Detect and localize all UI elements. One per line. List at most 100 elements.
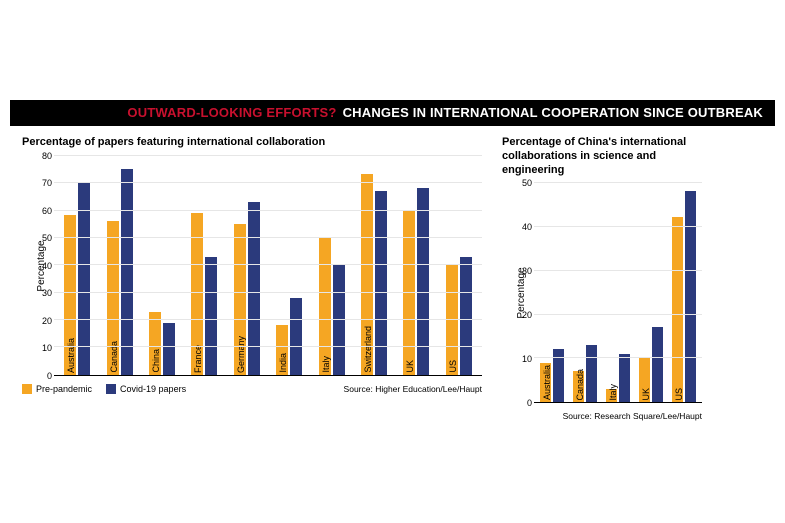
ytick-label: 10	[522, 354, 532, 364]
left-plot-area: Australia Canada China France Germany India It…	[54, 156, 482, 376]
right-plot: Percentage 01020304050 AustraliaCanadaIt…	[502, 183, 702, 403]
ytick-label: 50	[522, 178, 532, 188]
bar-covid	[685, 191, 696, 402]
title-highlight: OUTWARD-LOOKING EFFORTS?	[127, 105, 336, 120]
category-label: France	[193, 345, 203, 373]
bar-covid	[290, 298, 302, 375]
bar-pre: Australia	[64, 215, 76, 375]
right-panel: Percentage of China's international coll…	[502, 136, 702, 421]
category-label: India	[278, 353, 288, 373]
gridline	[54, 319, 482, 320]
ytick-label: 40	[522, 222, 532, 232]
gridline	[54, 292, 482, 293]
ytick-label: 0	[527, 398, 532, 408]
gridline	[534, 226, 702, 227]
bar-pre: Switzerland	[361, 174, 373, 375]
bar-group: Canada	[98, 169, 140, 375]
gridline	[54, 346, 482, 347]
ytick-label: 40	[42, 261, 52, 271]
left-yaxis: Percentage 01020304050607080	[22, 156, 54, 376]
bar-covid	[652, 327, 663, 402]
bar-covid	[205, 257, 217, 375]
category-label: Canada	[575, 369, 585, 401]
bar-group: UK	[634, 327, 667, 402]
left-plot: Percentage 01020304050607080 AustraliaCa…	[22, 156, 482, 376]
bar-pre: China	[149, 312, 161, 375]
right-footer: Source: Research Square/Lee/Haupt	[502, 411, 702, 421]
gridline	[534, 357, 702, 358]
category-label: US	[448, 360, 458, 373]
legend-covid-swatch	[106, 384, 116, 394]
bar-pre: Australia	[540, 363, 551, 403]
left-footer: Pre-pandemic Covid-19 papers Source: Hig…	[22, 384, 482, 394]
bar-group: Italy	[602, 354, 635, 402]
ytick-label: 50	[42, 233, 52, 243]
gridline	[534, 182, 702, 183]
ytick-label: 20	[42, 316, 52, 326]
gridline	[54, 210, 482, 211]
gridline	[534, 314, 702, 315]
gridline	[534, 270, 702, 271]
legend-covid: Covid-19 papers	[106, 384, 186, 394]
left-source: Source: Higher Education/Lee/Haupt	[344, 384, 482, 394]
category-label: Australia	[542, 365, 552, 400]
ytick-label: 20	[522, 310, 532, 320]
ytick-label: 30	[42, 288, 52, 298]
bar-pre: Germany	[234, 224, 246, 375]
ytick-label: 60	[42, 206, 52, 216]
legend-pre-swatch	[22, 384, 32, 394]
category-label: UK	[641, 388, 651, 401]
category-label: UK	[405, 360, 415, 373]
bar-pre: Canada	[573, 371, 584, 402]
bar-pre: UK	[639, 358, 650, 402]
legend-pre-label: Pre-pandemic	[36, 384, 92, 394]
panels: Percentage of papers featuring internati…	[10, 126, 775, 429]
legend-pre: Pre-pandemic	[22, 384, 92, 394]
bar-group: India	[268, 298, 310, 375]
legend: Pre-pandemic Covid-19 papers	[22, 384, 186, 394]
bar-covid	[121, 169, 133, 375]
right-yaxis: Percentage 01020304050	[502, 183, 534, 403]
title-rest: CHANGES IN INTERNATIONAL COOPERATION SIN…	[343, 105, 763, 120]
legend-covid-label: Covid-19 papers	[120, 384, 186, 394]
bar-group: US	[667, 191, 700, 402]
ytick-label: 30	[522, 266, 532, 276]
category-label: Australia	[66, 338, 76, 373]
bar-pre: Canada	[107, 221, 119, 375]
bar-group: China	[141, 312, 183, 375]
ytick-label: 80	[42, 151, 52, 161]
bar-group: Germany	[226, 202, 268, 375]
gridline	[54, 264, 482, 265]
right-plot-area: Australia Canada Italy UK US	[534, 183, 702, 403]
gridline	[54, 237, 482, 238]
title-band: OUTWARD-LOOKING EFFORTS? CHANGES IN INTE…	[10, 100, 775, 126]
ytick-label: 10	[42, 343, 52, 353]
bar-covid	[163, 323, 175, 375]
bar-group: US	[438, 257, 480, 375]
ytick-label: 0	[47, 371, 52, 381]
bar-pre: Italy	[319, 237, 331, 375]
right-subtitle: Percentage of China's international coll…	[502, 136, 702, 177]
bar-covid	[619, 354, 630, 402]
bar-group: Italy	[310, 237, 352, 375]
bar-group: Switzerland	[353, 174, 395, 375]
bar-covid	[460, 257, 472, 375]
bar-pre: Italy	[606, 389, 617, 402]
category-label: Switzerland	[363, 326, 373, 373]
left-subtitle: Percentage of papers featuring internati…	[22, 136, 482, 150]
bar-pre: US	[672, 217, 683, 402]
bar-covid	[248, 202, 260, 375]
category-label: US	[674, 388, 684, 401]
left-panel: Percentage of papers featuring internati…	[22, 136, 482, 421]
category-label: Italy	[608, 384, 618, 401]
bar-pre: India	[276, 325, 288, 375]
bar-covid	[586, 345, 597, 402]
right-source: Source: Research Square/Lee/Haupt	[563, 411, 702, 421]
bar-group: Canada	[569, 345, 602, 402]
category-label: China	[151, 349, 161, 373]
chart-container: OUTWARD-LOOKING EFFORTS? CHANGES IN INTE…	[10, 100, 775, 429]
ytick-label: 70	[42, 178, 52, 188]
category-label: Germany	[236, 336, 246, 373]
gridline	[54, 155, 482, 156]
category-label: Italy	[321, 356, 331, 373]
